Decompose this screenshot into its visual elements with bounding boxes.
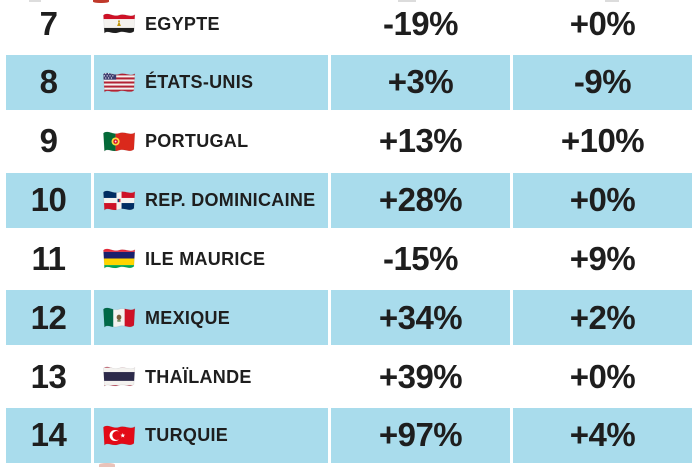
country-cell: MEXIQUE [94,290,328,346]
variation2-cell: -9% [513,54,692,110]
variation2-value: +4% [569,416,636,454]
country-cell: REP. DOMINICAINE [94,172,328,228]
country-name: EGYPTE [145,13,220,34]
variation1-cell: +3% [331,54,510,110]
cropped-row-below-flag-remnant [99,463,115,467]
flag-icon-thailand [102,363,136,390]
variation1-value: +39% [378,357,463,395]
rank-value: 10 [30,181,67,219]
variation2-cell: +0% [513,349,692,404]
variation2-value: -9% [573,63,632,101]
rank-cell: 14 [6,407,91,463]
flag-icon-mexico [102,304,136,331]
variation2-cell: +10% [513,114,692,169]
rank-cell: 10 [6,172,91,228]
country-name: MEXIQUE [145,307,231,328]
country-name: ILE MAURICE [145,248,266,269]
variation1-value: +97% [378,416,463,454]
rank-cell: 7 [6,0,91,51]
variation1-value: +28% [378,181,463,219]
variation1-value: +34% [378,298,463,336]
flag-icon-turkey [102,422,136,449]
country-cell: ILE MAURICE [94,231,328,286]
rank-cell: 11 [6,231,91,286]
country-cell: ÉTATS-UNIS [94,54,328,110]
variation2-cell: +4% [513,407,692,463]
table-row: 12 MEXIQUE +34% +2% [6,290,692,346]
table-row: 9 PORTUGAL +13% +10% [6,114,692,169]
table-row: 13 THAÏLANDE +39% +0% [6,349,692,404]
variation1-value: -15% [382,239,459,277]
country-cell: PORTUGAL [94,114,328,169]
country-name: TURQUIE [145,425,229,446]
variation1-cell: +34% [331,290,510,346]
variation2-value: +0% [569,357,636,395]
flag-icon-dominican-republic [102,187,136,214]
flag-icon-united-states [102,69,136,96]
rank-value: 9 [39,122,58,160]
rank-cell: 13 [6,349,91,404]
flag-icon-portugal [102,128,136,155]
country-name: PORTUGAL [145,131,249,152]
variation2-value: +0% [569,181,636,219]
variation1-cell: +28% [331,172,510,228]
variation2-cell: +2% [513,290,692,346]
variation1-value: +3% [387,63,454,101]
table-row: 14 TURQUIE +97% +4% [6,407,692,463]
flag-icon-mauritius [102,245,136,272]
rank-value: 8 [39,63,58,101]
table-row: 10 REP. DOMINICAINE +28% +0% [6,172,692,228]
country-cell: TURQUIE [94,407,328,463]
variation1-cell: +13% [331,114,510,169]
variation1-value: +13% [378,122,463,160]
variation2-cell: +9% [513,231,692,286]
variation1-cell: -15% [331,231,510,286]
variation2-value: +2% [569,298,636,336]
country-name: THAÏLANDE [145,366,252,387]
table-row: 7 EGYPTE -19% +0% [6,0,692,51]
rank-value: 7 [39,4,58,42]
variation2-cell: +0% [513,0,692,51]
rank-value: 14 [30,416,67,454]
variation2-value: +10% [560,122,645,160]
variation2-value: +0% [569,4,636,42]
flag-icon-egypt [102,10,136,37]
rank-cell: 12 [6,290,91,346]
country-name: ÉTATS-UNIS [145,72,254,93]
table-row: 8 ÉTATS-UNIS +3% -9% [6,54,692,110]
variation2-cell: +0% [513,172,692,228]
variation1-value: -19% [382,4,459,42]
rank-value: 11 [31,239,66,277]
variation2-value: +9% [569,239,636,277]
rank-cell: 9 [6,114,91,169]
rank-cell: 8 [6,54,91,110]
country-cell: EGYPTE [94,0,328,51]
variation1-cell: +97% [331,407,510,463]
table-row: 11 ILE MAURICE -15% +9% [6,231,692,286]
variation1-cell: +39% [331,349,510,404]
rank-value: 12 [30,298,67,336]
variation1-cell: -19% [331,0,510,51]
country-name: REP. DOMINICAINE [145,190,316,211]
country-cell: THAÏLANDE [94,349,328,404]
rank-value: 13 [30,357,67,395]
